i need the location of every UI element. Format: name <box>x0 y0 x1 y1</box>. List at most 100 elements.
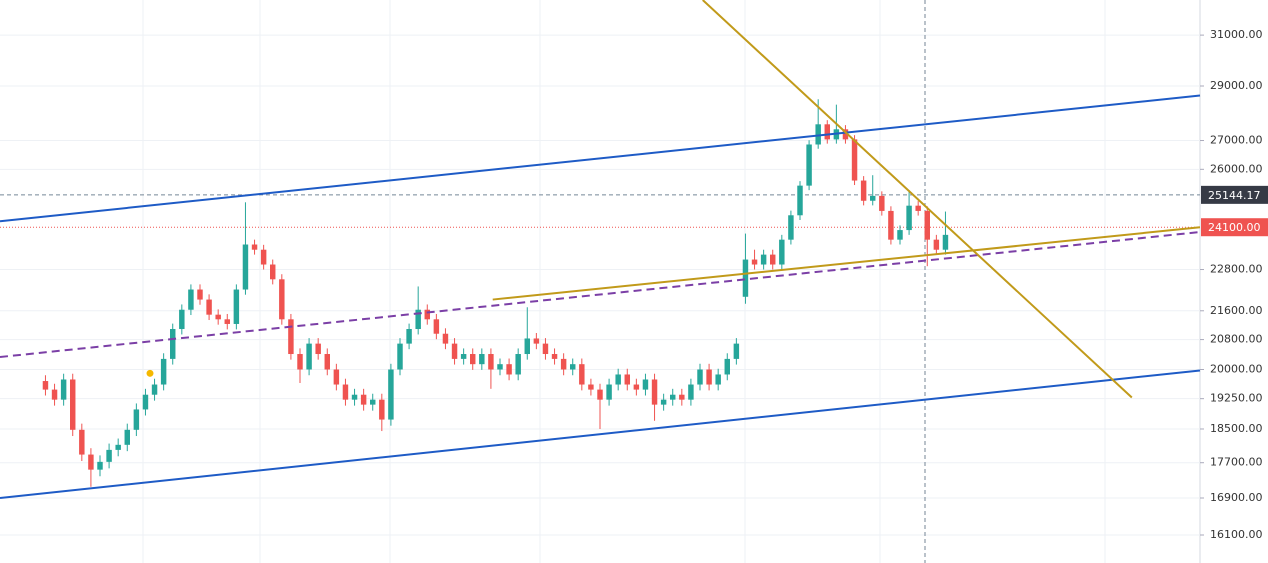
candle-body <box>151 384 158 395</box>
candle-body <box>60 379 67 400</box>
candle-body <box>370 399 376 405</box>
candle-body <box>415 309 421 330</box>
y-tick-label: 29000.00 <box>1210 79 1263 92</box>
trend-line <box>0 369 1201 499</box>
last-price-tag <box>1201 218 1268 237</box>
candle-body <box>351 394 358 400</box>
candle-body <box>733 343 740 359</box>
candle-body <box>70 379 76 430</box>
candle-body <box>342 384 349 400</box>
candle-body <box>633 384 640 390</box>
y-tick-label: 26000.00 <box>1210 162 1263 175</box>
candle-body <box>479 354 485 365</box>
candle-body <box>42 381 49 390</box>
candle-body <box>133 409 140 430</box>
candle-body <box>470 354 476 365</box>
candle-body <box>851 139 858 181</box>
candle-body <box>142 394 149 410</box>
candle-body <box>270 264 276 280</box>
candle-body <box>324 354 330 370</box>
candle-body <box>797 185 803 216</box>
crosshair-tag <box>1201 185 1268 204</box>
candle-body <box>888 210 894 240</box>
candle-body <box>570 364 576 370</box>
candle-body <box>206 299 212 315</box>
candle-body <box>260 249 267 265</box>
candle-body <box>679 394 685 400</box>
candle-body <box>779 239 785 265</box>
candle-body <box>442 333 449 344</box>
trend-line <box>0 94 1201 223</box>
candle-body <box>224 319 230 324</box>
candle-body <box>433 319 440 334</box>
candle-body <box>606 384 612 400</box>
candle-body <box>506 364 512 375</box>
candle-body <box>651 379 658 405</box>
candle-body <box>924 210 930 240</box>
candle-body <box>624 374 630 385</box>
candle-body <box>770 254 776 265</box>
candle-body <box>379 399 385 420</box>
candle-body <box>515 354 521 375</box>
y-tick-label: 31000.00 <box>1210 28 1263 41</box>
candle-body <box>306 343 312 370</box>
candle-body <box>842 129 849 140</box>
candle-body <box>824 124 830 140</box>
candle-body <box>451 343 458 359</box>
candle-body <box>615 374 621 385</box>
candle-body <box>942 234 949 250</box>
candle-body <box>897 230 903 240</box>
candle-body <box>106 449 112 462</box>
candle-body <box>560 358 567 370</box>
crosshair-label: 25144.17 <box>1208 189 1261 202</box>
y-tick-label: 22800.00 <box>1210 263 1263 276</box>
candle-body <box>360 394 367 405</box>
candle-body <box>706 369 712 385</box>
candle-body <box>315 343 321 355</box>
y-tick-label: 16100.00 <box>1210 528 1263 541</box>
candle-body <box>933 239 940 250</box>
candle-body <box>597 389 603 400</box>
candle-body <box>333 369 340 385</box>
candle-body <box>760 254 767 265</box>
candle-body <box>870 195 876 201</box>
candle-body <box>460 354 467 359</box>
candle-body <box>915 205 921 211</box>
candle-body <box>724 358 730 375</box>
candle-body <box>742 259 749 297</box>
y-tick-label: 27000.00 <box>1210 134 1263 147</box>
trend-line <box>0 230 1201 359</box>
y-tick-label: 18500.00 <box>1210 422 1263 435</box>
candle-body <box>588 384 594 390</box>
candle-body <box>488 354 494 370</box>
vertical-grid <box>142 0 1106 563</box>
candle-body <box>124 429 130 445</box>
candle-body <box>406 329 412 344</box>
candle-body <box>660 399 667 405</box>
candle-body <box>279 279 285 320</box>
y-tick-label: 19250.00 <box>1210 392 1263 405</box>
candle-body <box>233 289 240 324</box>
candle-body <box>542 343 549 355</box>
candle-body <box>551 354 558 359</box>
candle-body <box>79 429 85 455</box>
candle-body <box>297 354 303 370</box>
y-tick-label: 20000.00 <box>1210 363 1263 376</box>
candle-body <box>97 461 103 470</box>
candle-body <box>715 374 721 385</box>
candle-body <box>788 215 794 240</box>
y-tick-label: 20800.00 <box>1210 333 1263 346</box>
candle-body <box>579 364 585 385</box>
candle-body <box>179 309 185 330</box>
candle-body <box>397 343 403 370</box>
candle-body <box>242 244 249 290</box>
candle-body <box>215 314 221 320</box>
candle-body <box>688 384 694 400</box>
y-tick-label: 16900.00 <box>1210 491 1263 504</box>
candle-body <box>288 319 294 355</box>
candle-body <box>670 394 676 400</box>
candle-body <box>251 244 258 250</box>
candle-body <box>533 338 540 344</box>
candle-body <box>497 364 503 370</box>
